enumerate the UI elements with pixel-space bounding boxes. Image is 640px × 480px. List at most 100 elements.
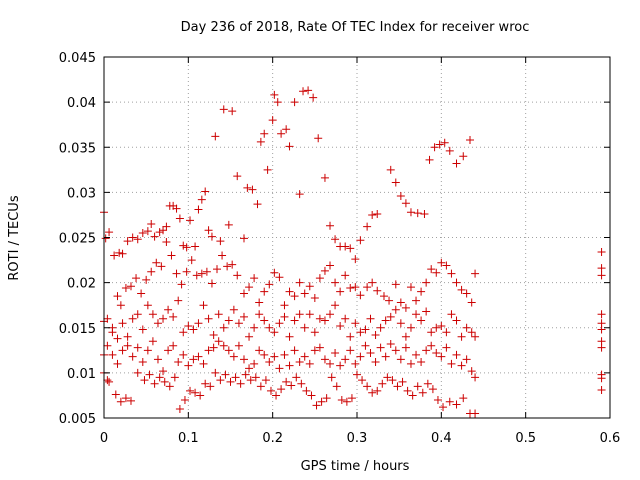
data-point — [457, 361, 466, 370]
data-point — [159, 226, 168, 235]
data-point — [211, 132, 220, 141]
data-point — [312, 401, 321, 410]
data-point — [187, 256, 196, 265]
data-point — [396, 191, 405, 200]
data-point — [266, 386, 275, 395]
data-point — [386, 165, 395, 174]
data-point — [351, 319, 360, 328]
data-point — [169, 312, 178, 321]
data-point — [391, 305, 400, 314]
data-point — [197, 195, 206, 204]
data-point — [186, 386, 195, 395]
data-point — [108, 328, 117, 337]
data-point — [467, 298, 476, 307]
data-point — [336, 287, 345, 296]
data-point — [275, 364, 284, 373]
data-point — [133, 343, 142, 352]
data-point — [302, 386, 311, 395]
data-point — [192, 271, 201, 280]
data-point — [202, 267, 211, 276]
data-point — [427, 328, 436, 337]
data-point — [401, 332, 410, 341]
data-point — [430, 143, 439, 152]
data-point — [383, 373, 392, 382]
data-point — [255, 310, 264, 319]
data-point — [447, 310, 456, 319]
data-point — [189, 325, 198, 334]
data-point — [442, 343, 451, 352]
data-point — [113, 292, 122, 301]
data-point — [401, 199, 410, 208]
scatter-points — [100, 86, 606, 418]
data-point — [233, 172, 242, 181]
chart-title: Day 236 of 2018, Rate Of TEC Index for r… — [181, 20, 530, 35]
data-point — [228, 107, 237, 116]
data-point — [113, 334, 122, 343]
data-point — [290, 292, 299, 301]
data-point — [204, 346, 213, 355]
data-point — [447, 359, 456, 368]
data-point — [356, 352, 365, 361]
data-point — [280, 301, 289, 310]
x-axis-label: GPS time / hours — [301, 459, 410, 474]
data-point — [153, 355, 162, 364]
data-point — [147, 267, 156, 276]
data-point — [282, 125, 291, 134]
data-point — [341, 355, 350, 364]
data-point — [116, 301, 125, 310]
data-point — [346, 244, 355, 253]
data-point — [255, 346, 264, 355]
data-point — [251, 373, 260, 382]
data-point — [412, 296, 421, 305]
data-point — [287, 381, 296, 390]
data-point — [442, 261, 451, 270]
data-point — [270, 90, 279, 99]
data-point — [346, 346, 355, 355]
data-point — [199, 301, 208, 310]
data-point — [180, 395, 189, 404]
data-point — [216, 376, 225, 385]
data-point — [138, 228, 147, 237]
data-point — [376, 343, 385, 352]
data-point — [326, 359, 335, 368]
data-point — [246, 376, 255, 385]
data-point — [336, 321, 345, 330]
data-point — [467, 367, 476, 376]
data-point — [128, 352, 137, 361]
data-point — [422, 307, 431, 316]
data-point — [201, 379, 210, 388]
data-point — [356, 328, 365, 337]
data-point — [272, 391, 281, 400]
data-point — [121, 284, 130, 293]
data-point — [366, 349, 375, 358]
data-point — [265, 358, 274, 367]
data-point — [270, 352, 279, 361]
data-point — [207, 232, 216, 241]
data-point — [211, 368, 220, 377]
data-point — [304, 86, 313, 95]
data-point — [305, 359, 314, 368]
data-point — [128, 314, 137, 323]
data-point — [459, 394, 468, 403]
data-point — [471, 409, 480, 418]
data-point — [342, 397, 351, 406]
y-tick-label: 0.005 — [59, 412, 96, 427]
data-point — [417, 316, 426, 325]
data-point — [425, 155, 434, 164]
y-tick-label: 0.01 — [67, 367, 96, 382]
data-point — [248, 185, 257, 194]
data-point — [366, 314, 375, 323]
data-point — [457, 285, 466, 294]
data-point — [417, 287, 426, 296]
data-point — [418, 388, 427, 397]
data-point — [103, 341, 112, 350]
data-point — [300, 323, 309, 332]
data-point — [305, 310, 314, 319]
data-point — [219, 105, 228, 114]
x-tick-label: 0.1 — [178, 431, 199, 446]
y-tick-label: 0.02 — [67, 277, 96, 292]
data-point — [280, 312, 289, 321]
data-point — [115, 248, 124, 257]
data-point — [147, 219, 156, 228]
